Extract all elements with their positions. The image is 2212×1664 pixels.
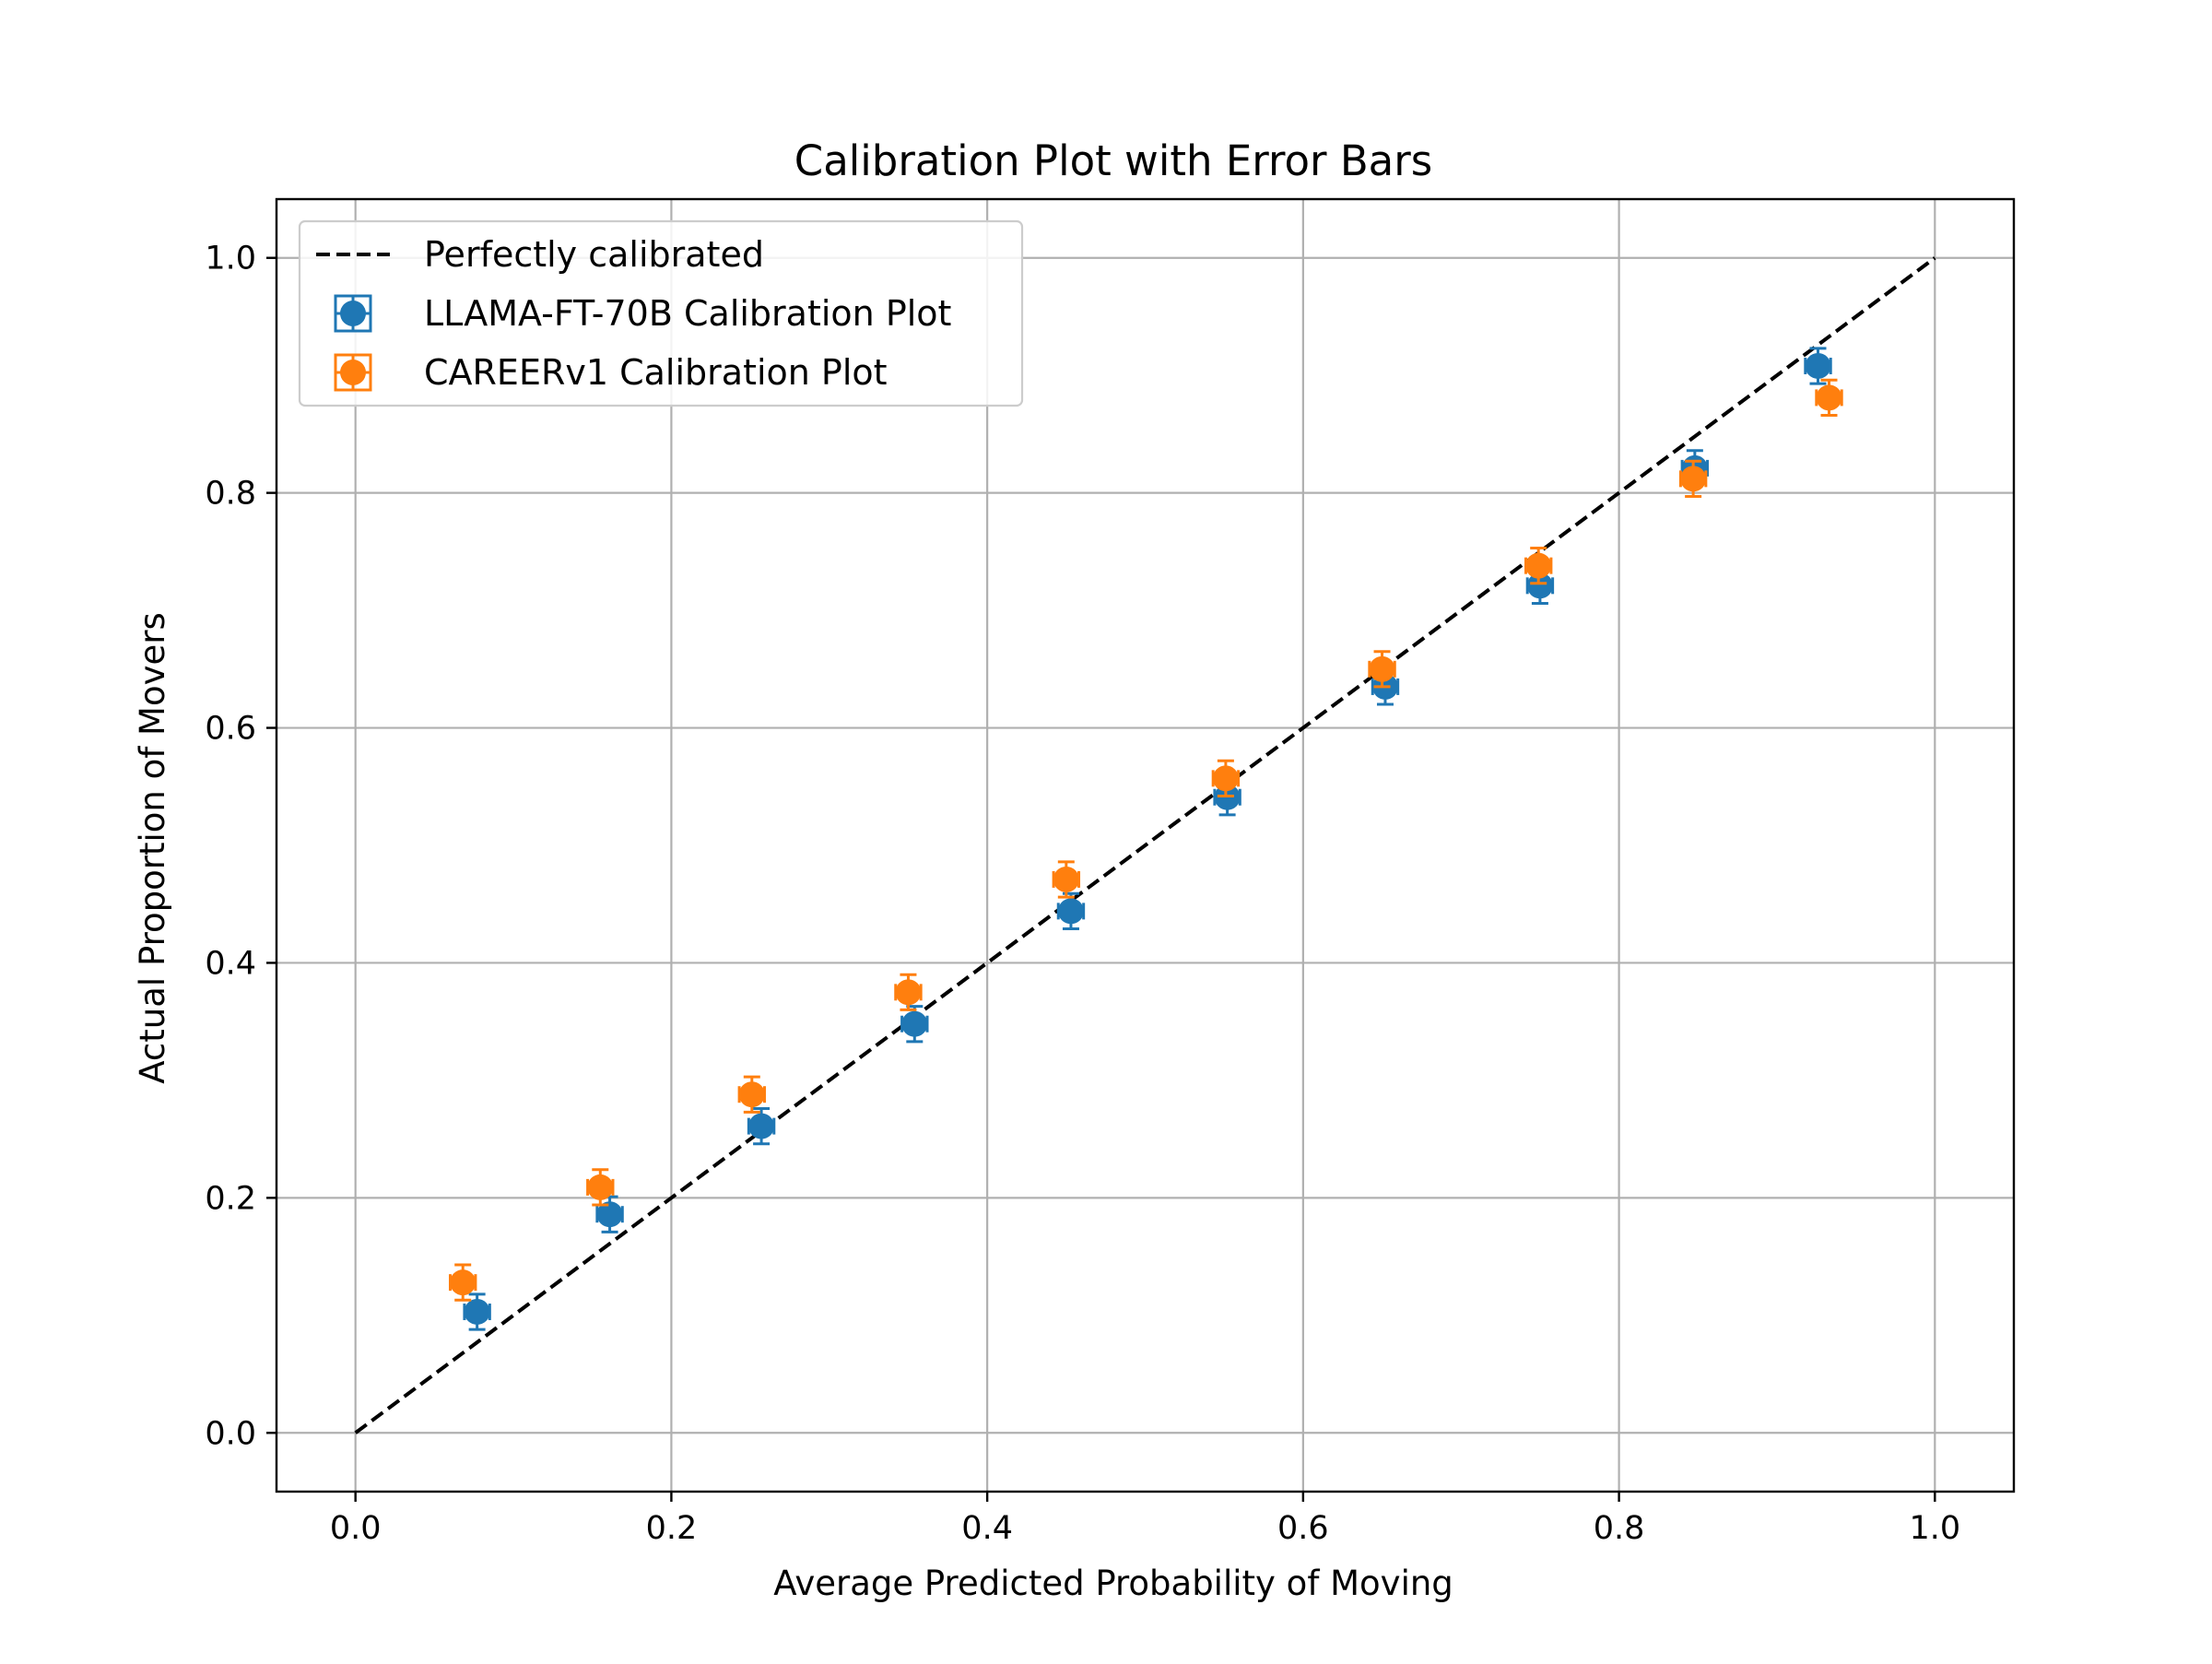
marker	[1526, 572, 1553, 599]
legend-item-careerv1: CAREERv1 Calibration Plot	[334, 352, 888, 393]
x-tick-label: 0.0	[330, 1510, 382, 1547]
y-axis-label: Actual Proportion of Movers	[133, 612, 172, 1083]
axes	[275, 197, 2016, 1493]
plot-frame	[275, 197, 2016, 1493]
x-tick-label: 0.8	[1594, 1510, 1645, 1547]
marker	[1053, 866, 1079, 892]
marker	[464, 1298, 490, 1325]
marker	[596, 1201, 623, 1228]
x-tick-label: 1.0	[1909, 1510, 1960, 1547]
y-tick-label: 0.6	[205, 711, 256, 748]
data-point	[1815, 378, 1843, 418]
y-tick-label: 0.2	[205, 1180, 256, 1217]
marker	[587, 1174, 614, 1200]
marker	[748, 1113, 775, 1139]
x-axis-label: Average Predicted Probability of Moving	[773, 1564, 1453, 1603]
data-point	[449, 1263, 477, 1302]
legend-label: Perfectly calibrated	[424, 234, 764, 275]
y-tick-label: 1.0	[205, 241, 256, 277]
data-point	[900, 1005, 929, 1044]
series-layer	[449, 347, 1843, 1331]
legend-box	[298, 219, 1024, 407]
data-point	[1804, 347, 1832, 385]
legend-item-llama-ft-70b: LLAMA-FT-70B Calibration Plot	[334, 293, 951, 334]
legend: Perfectly calibrated LLAMA-FT-70B Calibra…	[298, 219, 1024, 407]
marker	[738, 1081, 765, 1108]
data-point	[595, 1195, 624, 1233]
ticks: 0.0 0.2 0.4 0.6 0.8 1.0 0.0 0.2 0.4 0.6 0.8 1.0	[205, 241, 1960, 1547]
marker	[901, 1010, 928, 1037]
marker	[895, 979, 922, 1006]
marker	[1525, 552, 1552, 579]
series-llama-ft-70b	[463, 347, 1832, 1331]
marker	[450, 1269, 477, 1296]
marker	[1680, 466, 1707, 492]
marker	[1057, 898, 1084, 925]
data-point	[1052, 860, 1081, 899]
series-careerv1	[449, 378, 1843, 1302]
data-point	[1678, 459, 1708, 498]
data-point	[1056, 891, 1086, 930]
data-point	[1368, 650, 1396, 689]
data-point	[586, 1168, 615, 1207]
x-tick-label: 0.2	[646, 1510, 698, 1547]
data-point	[463, 1292, 491, 1331]
data-point	[1524, 547, 1553, 585]
marker	[1805, 352, 1831, 379]
y-tick-label: 0.8	[205, 476, 256, 513]
legend-label: LLAMA-FT-70B Calibration Plot	[424, 293, 951, 334]
legend-marker-icon	[340, 301, 366, 326]
y-tick-label: 0.4	[205, 945, 256, 982]
chart-title: Calibration Plot with Error Bars	[794, 136, 1432, 185]
data-point	[747, 1106, 776, 1146]
legend-item-perfectly-calibrated: Perfectly calibrated	[316, 234, 764, 275]
legend-marker-icon	[340, 360, 366, 385]
y-tick-label: 0.0	[205, 1415, 256, 1452]
marker	[1212, 765, 1239, 792]
marker	[1369, 655, 1395, 682]
legend-label: CAREERv1 Calibration Plot	[424, 352, 888, 393]
perfectly-calibrated-line	[354, 256, 1936, 1434]
marker	[1816, 384, 1842, 411]
data-point	[894, 973, 923, 1011]
x-tick-label: 0.6	[1277, 1510, 1329, 1547]
data-point	[737, 1075, 767, 1114]
data-point	[1211, 759, 1241, 797]
x-tick-label: 0.4	[961, 1510, 1013, 1547]
reference-line-layer	[354, 256, 1936, 1434]
